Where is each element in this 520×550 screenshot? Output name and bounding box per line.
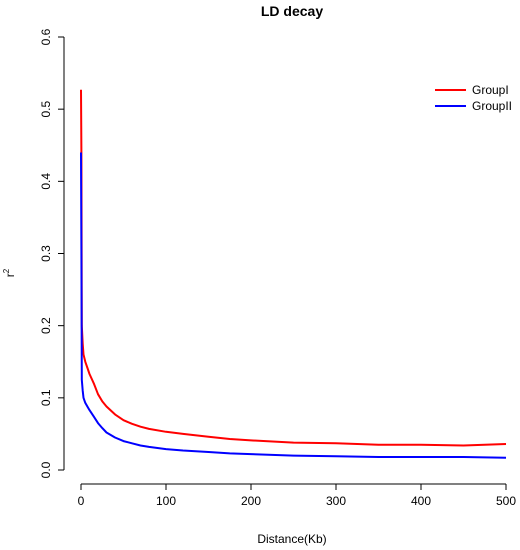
y-tick-label: 0.4 [39,173,53,190]
x-axis: 0 100 200 300 400 500 [78,483,516,508]
x-tick-label: 500 [496,494,516,508]
y-axis-label-superscript: 2 [2,268,11,273]
legend: GroupI GroupII [435,83,512,113]
x-tick-label: 100 [156,494,176,508]
x-tick-label: 300 [326,494,346,508]
y-tick-label: 0.3 [39,245,53,262]
y-axis-label-group: r2 [2,268,17,277]
chart-title: LD decay [261,3,323,19]
x-tick-label: 200 [241,494,261,508]
legend-label-groupii: GroupII [472,99,512,113]
y-axis-label: r [3,273,17,277]
plot-area [80,89,507,459]
y-tick-label: 0.0 [39,461,53,478]
x-axis-label: Distance(Kb) [257,532,326,546]
x-tick-label: 0 [78,494,85,508]
y-tick-label: 0.5 [39,101,53,118]
y-tick-label: 0.2 [39,317,53,334]
y-tick-label: 0.1 [39,389,53,406]
legend-label-groupi: GroupI [472,83,509,97]
y-axis: 0.0 0.1 0.2 0.3 0.4 0.5 0.6 [39,28,65,478]
series-line-groupi [80,89,507,447]
svg-text:r2: r2 [2,268,17,277]
x-tick-label: 400 [411,494,431,508]
y-tick-label: 0.6 [39,28,53,45]
series-line-groupii [80,152,507,459]
